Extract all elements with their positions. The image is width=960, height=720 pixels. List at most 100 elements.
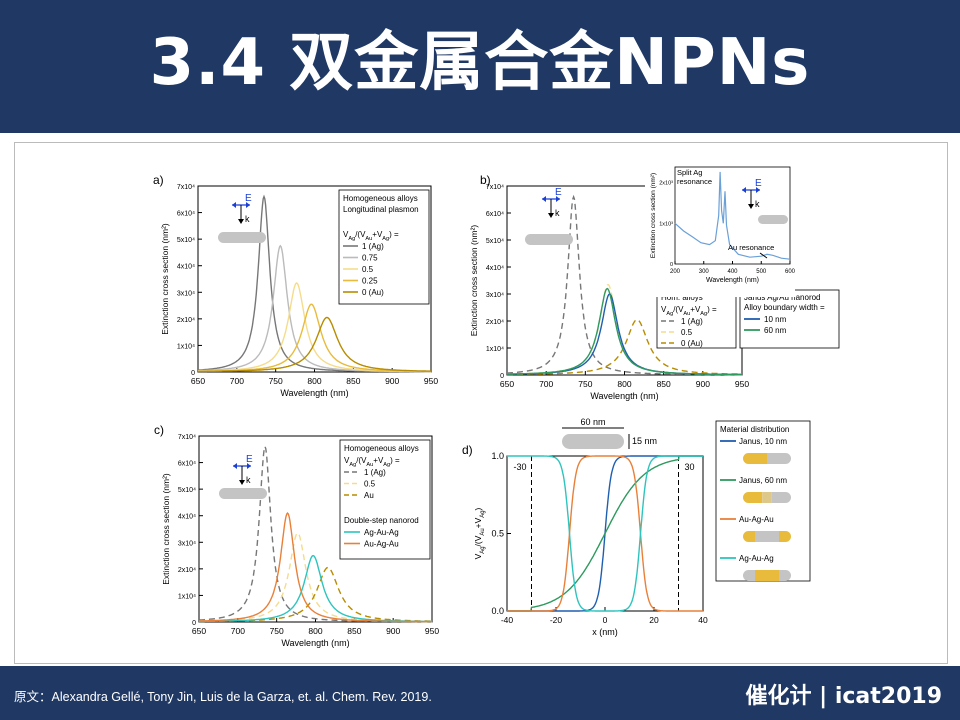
series-line-0-au- [198, 316, 431, 373]
k-vector-head [748, 204, 754, 209]
series-line-60-nm [507, 287, 742, 376]
boundary-label: -30 [514, 462, 527, 472]
legend-hom-alloys: Hom. alloys VAg/(VAu+VAg) =1 (Ag) 0.5 0 (Au… [656, 289, 737, 349]
x-tick-label: 650 [192, 626, 206, 636]
legend-ratio-label: VAg/(VAu+VAg) = [344, 456, 400, 468]
y-axis-label: VAg/(VAu+VAg) [473, 507, 486, 559]
inset-spectrum [674, 171, 791, 260]
y-tick-label: 6x10⁴ [486, 211, 504, 218]
legend-box [339, 439, 431, 560]
x-tick-label: 750 [270, 626, 284, 636]
nanorod-diagram [562, 434, 624, 449]
nanorod-shape [218, 232, 266, 243]
material-segment [743, 570, 755, 581]
nanorod-material-diagram [743, 531, 791, 542]
slide-footer [0, 666, 960, 720]
series-line-au-ag-au [507, 455, 703, 612]
panel-label: a) [153, 173, 164, 187]
material-segment [755, 570, 779, 581]
e-field-label: E [245, 193, 252, 204]
x-tick-label: 900 [385, 376, 399, 386]
x-tick-label: 750 [578, 379, 592, 389]
x-tick-label: 850 [657, 379, 671, 389]
legend-entry: 1 (Ag) [364, 468, 386, 477]
legend-entry: Ag-Au-Ag [364, 528, 399, 537]
citation: 原文：Alexandra Gellé, Tony Jin, Luis de la… [14, 690, 432, 704]
y-tick-label: 2x10⁴ [486, 319, 504, 326]
e-field-label: E [555, 187, 562, 198]
brand-logo: 催化计 | icat2019 [745, 684, 942, 709]
dimension-label: 15 nm [632, 436, 657, 446]
legend-entry: 0 (Au) [681, 339, 703, 348]
y-tick-label: 6x10⁴ [177, 211, 195, 218]
k-vector-label: k [246, 475, 251, 485]
x-axis-label: Wavelength (nm) [281, 638, 349, 648]
k-vector-head [548, 213, 554, 218]
nanorod-shape [525, 234, 573, 245]
legend-title: Material distribution [720, 425, 789, 434]
e-field-label: E [755, 178, 762, 189]
legend-entry: 1 (Ag) [362, 242, 384, 251]
figure-frame: 650 700 750 800 850 900 950 0 1x10⁴ 2x10⁴ 3x10⁴ 4x1… [14, 142, 948, 664]
y-tick-label: 2x10⁴ [178, 567, 196, 574]
legend-entry: Ag-Au-Ag [739, 554, 774, 563]
y-tick-label: 6x10⁴ [178, 461, 196, 468]
panel-label: b) [480, 173, 491, 187]
y-tick-label: 4x10⁴ [486, 265, 504, 272]
x-tick-label: 700 [230, 376, 244, 386]
inset-chart: 200 300 400 500 600 0 1x10³ 2x10³ Wavelength (nm… [645, 157, 796, 297]
series-line-au-ag-au [199, 512, 432, 623]
y-tick-label: 1x10⁴ [486, 346, 504, 353]
material-segment [779, 570, 791, 581]
y-tick-label: 0 [192, 620, 196, 627]
x-tick-label: 950 [424, 376, 438, 386]
y-tick-label: 3x10⁴ [486, 292, 504, 299]
inset-annotation: resonance [677, 177, 712, 186]
legend-entry: 60 nm [764, 326, 787, 335]
y-tick-label: 5x10⁴ [178, 487, 196, 494]
legend-subtitle: Longitudinal plasmon [343, 205, 419, 214]
e-field-arrow-heads [233, 463, 251, 469]
x-tick-label: 800 [308, 626, 322, 636]
material-segment [743, 453, 767, 464]
y-tick-label: 0 [670, 262, 673, 268]
x-tick-label: 600 [785, 269, 796, 275]
material-segment [779, 531, 791, 542]
legend-box [338, 189, 430, 305]
k-vector-label: k [245, 214, 250, 224]
x-tick-label: -40 [501, 615, 514, 625]
legend-entry: 0.5 [681, 328, 693, 337]
y-tick-label: 0.0 [491, 606, 504, 616]
material-segment [743, 531, 755, 542]
x-tick-label: 0 [603, 615, 608, 625]
legend-entry: 0.75 [362, 254, 378, 263]
x-tick-label: 850 [347, 626, 361, 636]
material-segment [755, 531, 779, 542]
chart-panel-d: -40 -20 0 20 40 0.0 0.5 1.0 x (nm) VAg/(VAu+VAg) d… [462, 417, 811, 637]
legend-ratio-label: VAg/(VAu+VAg) = [343, 230, 399, 242]
e-field-arrow-heads [742, 187, 760, 193]
dimension-label: 60 nm [580, 417, 605, 427]
legend-entry: Janus, 10 nm [739, 437, 787, 446]
y-axis-label: Extinction cross section (nm²) [161, 473, 171, 585]
k-vector-head [239, 480, 245, 485]
slide-header [0, 0, 960, 133]
x-tick-label: 700 [231, 626, 245, 636]
series-line-0-25 [198, 303, 431, 373]
y-tick-label: 1x10³ [659, 221, 673, 227]
legend-entry: 10 nm [764, 315, 787, 324]
y-tick-label: 3x10⁴ [178, 540, 196, 547]
legend: Material distribution Janus, 10 nm Janus, … [715, 420, 811, 582]
y-tick-label: 7x10⁴ [486, 184, 504, 191]
legend-title: Janus Ag/Au nanorod [744, 293, 821, 302]
x-axis-label: Wavelength (nm) [706, 277, 759, 284]
nanorod-material-diagram [743, 453, 791, 464]
nanorod-shape [219, 488, 267, 499]
y-tick-label: 2x10³ [659, 181, 673, 187]
x-axis-label: Wavelength (nm) [590, 391, 658, 401]
y-tick-label: 7x10⁴ [178, 434, 196, 441]
y-tick-label: 1.0 [491, 451, 504, 461]
y-tick-label: 7x10⁴ [177, 184, 195, 191]
panel-label: d) [462, 443, 473, 457]
